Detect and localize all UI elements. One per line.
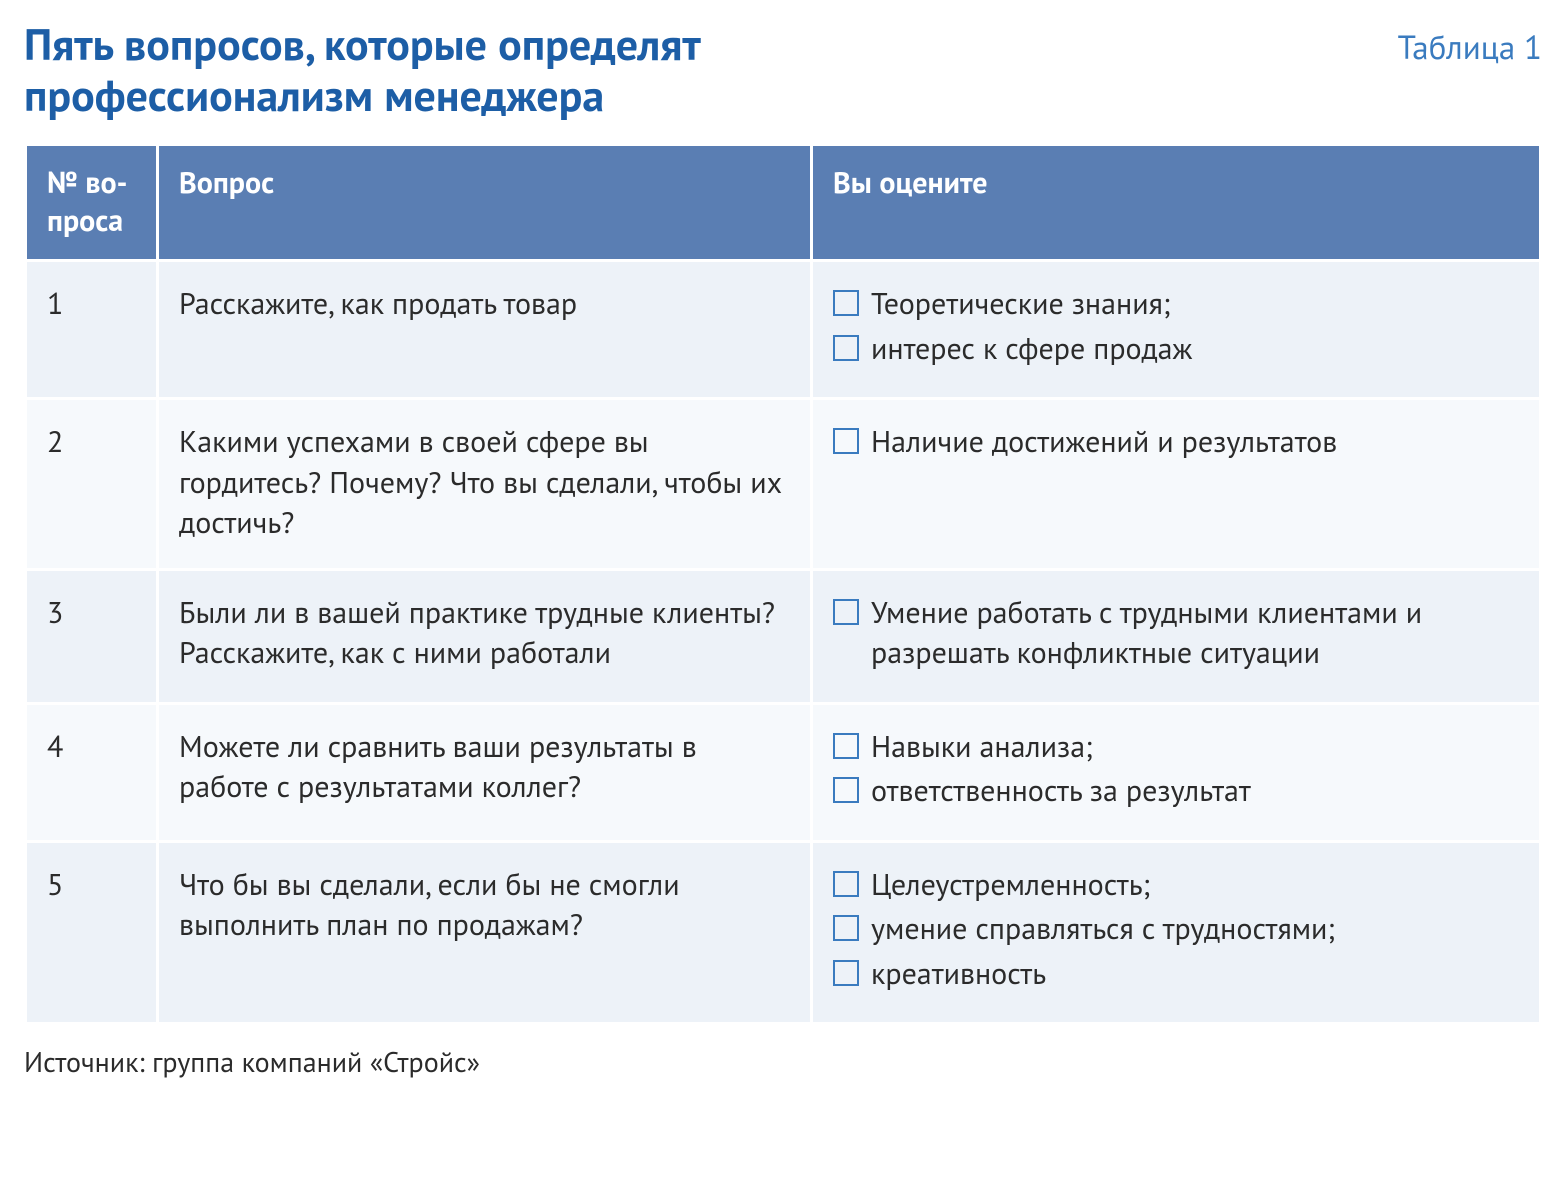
table-row: 5Что бы вы сделали, если бы не смог­ли в…	[26, 841, 1541, 1024]
evaluate-list: Целеустремленность;умение справляться с …	[833, 865, 1519, 995]
cell-number: 5	[26, 841, 158, 1024]
evaluate-item: Целеустремленность;	[833, 865, 1519, 906]
evaluate-text: Наличие достижений и результатов	[871, 422, 1519, 463]
evaluate-item: Наличие достижений и результатов	[833, 422, 1519, 463]
evaluate-list: Теоретические знания;интерес к сфере про…	[833, 284, 1519, 369]
cell-evaluate: Навыки анализа;ответственность за резуль…	[812, 703, 1541, 841]
cell-evaluate: Наличие достижений и результатов	[812, 399, 1541, 570]
evaluate-item: умение справляться с трудно­стями;	[833, 909, 1519, 950]
table-header-row: № во­проса Вопрос Вы оцените	[26, 145, 1541, 261]
evaluate-item: интерес к сфере продаж	[833, 329, 1519, 370]
evaluate-list: Навыки анализа;ответственность за резуль…	[833, 727, 1519, 812]
questions-table: № во­проса Вопрос Вы оцените 1Расскажите…	[24, 143, 1542, 1025]
header-row: Пять вопросов, которые определят професс…	[24, 20, 1542, 121]
evaluate-list: Умение работать с трудными клиентами и р…	[833, 593, 1519, 674]
evaluate-item: Умение работать с трудными клиентами и р…	[833, 593, 1519, 674]
evaluate-text: ответственность за результат	[871, 771, 1519, 812]
checkbox-icon	[833, 335, 859, 361]
table-row: 3Были ли в вашей практике трудные клиент…	[26, 569, 1541, 703]
cell-question: Можете ли сравнить ваши результа­ты в ра…	[158, 703, 812, 841]
cell-evaluate: Теоретические знания;интерес к сфере про…	[812, 261, 1541, 399]
evaluate-text: интерес к сфере продаж	[871, 329, 1519, 370]
cell-number: 2	[26, 399, 158, 570]
evaluate-text: Навыки анализа;	[871, 727, 1519, 768]
col-header-question: Вопрос	[158, 145, 812, 261]
page-title: Пять вопросов, которые определят професс…	[24, 20, 1024, 121]
col-header-number: № во­проса	[26, 145, 158, 261]
checkbox-icon	[833, 777, 859, 803]
table-row: 4Можете ли сравнить ваши результа­ты в р…	[26, 703, 1541, 841]
checkbox-icon	[833, 290, 859, 316]
checkbox-icon	[833, 915, 859, 941]
table-number-label: Таблица 1	[1398, 20, 1542, 69]
cell-number: 1	[26, 261, 158, 399]
source-line: Источник: группа компаний «Стройс»	[24, 1043, 1542, 1080]
cell-number: 4	[26, 703, 158, 841]
table-row: 1Расскажите, как продать товарТеоретичес…	[26, 261, 1541, 399]
cell-question: Что бы вы сделали, если бы не смог­ли вы…	[158, 841, 812, 1024]
col-header-evaluate: Вы оцените	[812, 145, 1541, 261]
evaluate-item: ответственность за результат	[833, 771, 1519, 812]
checkbox-icon	[833, 871, 859, 897]
table-body: 1Расскажите, как продать товарТеоретичес…	[26, 261, 1541, 1024]
checkbox-icon	[833, 599, 859, 625]
cell-question: Какими успехами в своей сфере вы гордите…	[158, 399, 812, 570]
cell-evaluate: Умение работать с трудными клиентами и р…	[812, 569, 1541, 703]
checkbox-icon	[833, 733, 859, 759]
checkbox-icon	[833, 960, 859, 986]
checkbox-icon	[833, 428, 859, 454]
evaluate-item: Навыки анализа;	[833, 727, 1519, 768]
evaluate-text: креативность	[871, 954, 1519, 995]
cell-question: Расскажите, как продать товар	[158, 261, 812, 399]
evaluate-text: Умение работать с трудными клиентами и р…	[871, 593, 1519, 674]
evaluate-text: Теоретические знания;	[871, 284, 1519, 325]
cell-evaluate: Целеустремленность;умение справляться с …	[812, 841, 1541, 1024]
table-row: 2Какими успехами в своей сфере вы гордит…	[26, 399, 1541, 570]
evaluate-item: Теоретические знания;	[833, 284, 1519, 325]
evaluate-text: Целеустремленность;	[871, 865, 1519, 906]
evaluate-item: креативность	[833, 954, 1519, 995]
evaluate-list: Наличие достижений и результатов	[833, 422, 1519, 463]
evaluate-text: умение справляться с трудно­стями;	[871, 909, 1519, 950]
cell-number: 3	[26, 569, 158, 703]
cell-question: Были ли в вашей практике трудные клиенты…	[158, 569, 812, 703]
